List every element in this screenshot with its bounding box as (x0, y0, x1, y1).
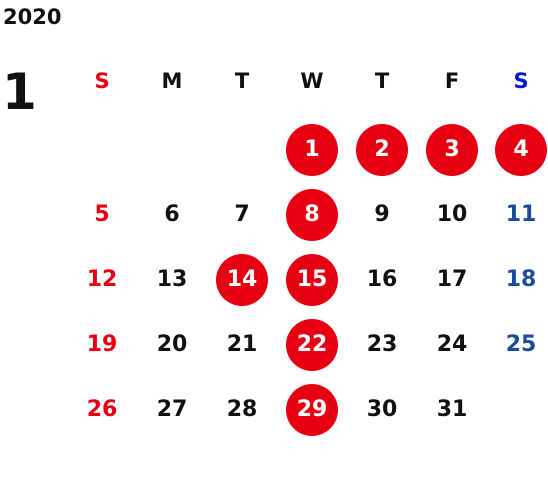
date-24: 24 (436, 332, 468, 357)
date-27: 27 (156, 397, 188, 422)
date-10: 10 (436, 202, 468, 227)
weekday-header-0: S (94, 68, 110, 93)
weekday-header-6: S (513, 68, 529, 93)
date-21: 21 (226, 332, 258, 357)
weekday-header-1: M (161, 68, 183, 93)
date-9: 9 (374, 202, 390, 227)
date-23: 23 (366, 332, 398, 357)
weekday-header-4: T (374, 68, 390, 93)
holiday-date-14: 14 (216, 254, 268, 306)
date-12: 12 (86, 267, 118, 292)
calendar-year: 2020 (3, 5, 62, 29)
date-13: 13 (156, 267, 188, 292)
holiday-date-8: 8 (286, 189, 338, 241)
holiday-date-1: 1 (286, 124, 338, 176)
date-25: 25 (505, 332, 537, 357)
date-11: 11 (505, 202, 537, 227)
holiday-date-2: 2 (356, 124, 408, 176)
date-7: 7 (234, 202, 250, 227)
weekday-header-5: F (444, 68, 460, 93)
date-16: 16 (366, 267, 398, 292)
date-18: 18 (505, 267, 537, 292)
holiday-date-29: 29 (286, 384, 338, 436)
date-30: 30 (366, 397, 398, 422)
date-17: 17 (436, 267, 468, 292)
date-31: 31 (436, 397, 468, 422)
holiday-date-22: 22 (286, 319, 338, 371)
weekday-header-2: T (234, 68, 250, 93)
holiday-date-15: 15 (286, 254, 338, 306)
date-20: 20 (156, 332, 188, 357)
date-26: 26 (86, 397, 118, 422)
holiday-date-3: 3 (426, 124, 478, 176)
date-5: 5 (94, 202, 110, 227)
holiday-date-4: 4 (495, 124, 547, 176)
weekday-header-3: W (300, 68, 324, 93)
date-6: 6 (164, 202, 180, 227)
date-28: 28 (226, 397, 258, 422)
calendar-month: 1 (2, 63, 37, 121)
date-19: 19 (86, 332, 118, 357)
